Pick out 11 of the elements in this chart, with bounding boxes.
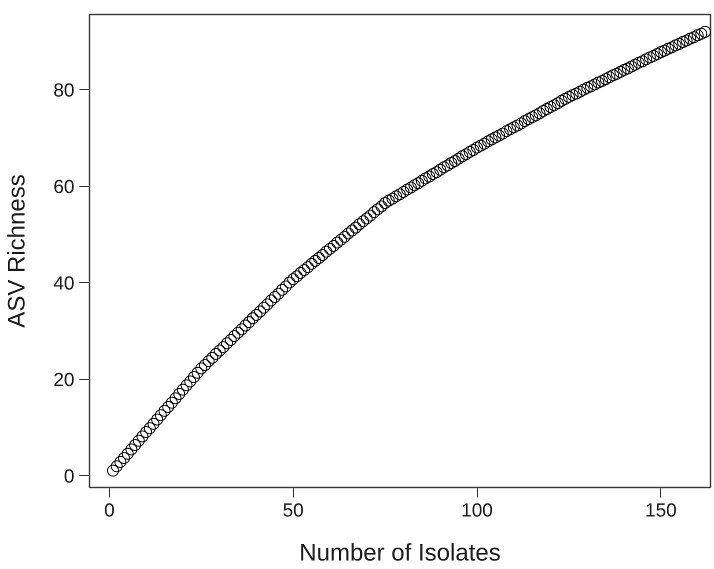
x-tick-label: 150 [645, 500, 677, 522]
y-tick-label: 60 [53, 177, 75, 198]
y-tick-label: 40 [53, 274, 75, 295]
y-axis-title: ASV Richness [3, 174, 30, 328]
y-tick-label: 80 [53, 80, 75, 102]
y-tick-label: 0 [64, 466, 75, 488]
x-tick-label: 0 [104, 500, 115, 522]
x-axis-title: Number of Isolates [299, 540, 501, 566]
y-tick-label: 20 [53, 370, 75, 392]
x-tick-label: 50 [282, 500, 304, 522]
x-tick-label: 100 [461, 500, 493, 522]
